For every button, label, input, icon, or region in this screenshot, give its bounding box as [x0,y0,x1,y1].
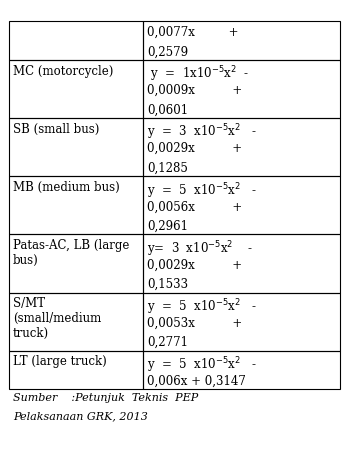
Text: 0,2771: 0,2771 [147,336,188,349]
Text: 0,2961: 0,2961 [147,220,188,233]
Bar [143,351,340,389]
Text: 0,0077x         +: 0,0077x + [147,26,238,39]
Text: 0,006x + 0,3147: 0,006x + 0,3147 [147,375,246,388]
Bar [9,118,143,176]
Text: 0,0053x          +: 0,0053x + [147,317,242,329]
Text: SB (small bus): SB (small bus) [13,123,99,136]
Bar [143,235,340,293]
Text: y=  3  x10$^{-5}$x$^{2}$    -: y= 3 x10$^{-5}$x$^{2}$ - [147,239,253,259]
Text: 0,1533: 0,1533 [147,278,188,291]
Bar [143,60,340,118]
Text: 0,0009x          +: 0,0009x + [147,84,242,97]
Bar [9,60,143,118]
Bar [9,351,143,389]
Bar [143,176,340,235]
Bar [143,21,340,60]
Bar [9,235,143,293]
Text: 0,2579: 0,2579 [147,45,188,59]
Text: y  =  3  x10$^{-5}$x$^{2}$   -: y = 3 x10$^{-5}$x$^{2}$ - [147,123,257,143]
Bar [9,176,143,235]
Text: Patas-AC, LB (large
bus): Patas-AC, LB (large bus) [13,239,129,267]
Text: 0,0601: 0,0601 [147,103,188,117]
Text: MC (motorcycle): MC (motorcycle) [13,65,113,78]
Text: y  =  5  x10$^{-5}$x$^{2}$   -: y = 5 x10$^{-5}$x$^{2}$ - [147,355,257,375]
Text: LT (large truck): LT (large truck) [13,355,107,368]
Text: Pelaksanaan GRK, 2013: Pelaksanaan GRK, 2013 [13,412,148,421]
Bar [143,293,340,351]
Bar [143,118,340,176]
Bar [9,293,143,351]
Text: MB (medium bus): MB (medium bus) [13,181,119,194]
Text: y  =  1x10$^{-5}$x$^{2}$  -: y = 1x10$^{-5}$x$^{2}$ - [147,65,249,84]
Bar [9,21,143,60]
Text: S/MT
(small/medium
truck): S/MT (small/medium truck) [13,297,101,340]
Text: 0,0029x          +: 0,0029x + [147,259,242,271]
Text: y  =  5  x10$^{-5}$x$^{2}$   -: y = 5 x10$^{-5}$x$^{2}$ - [147,181,257,201]
Text: Sumber    :Petunjuk  Teknis  PEP: Sumber :Petunjuk Teknis PEP [13,393,198,403]
Text: 0,0056x          +: 0,0056x + [147,200,242,213]
Text: 0,0029x          +: 0,0029x + [147,142,242,155]
Text: 0,1285: 0,1285 [147,161,188,175]
Text: y  =  5  x10$^{-5}$x$^{2}$   -: y = 5 x10$^{-5}$x$^{2}$ - [147,297,257,317]
